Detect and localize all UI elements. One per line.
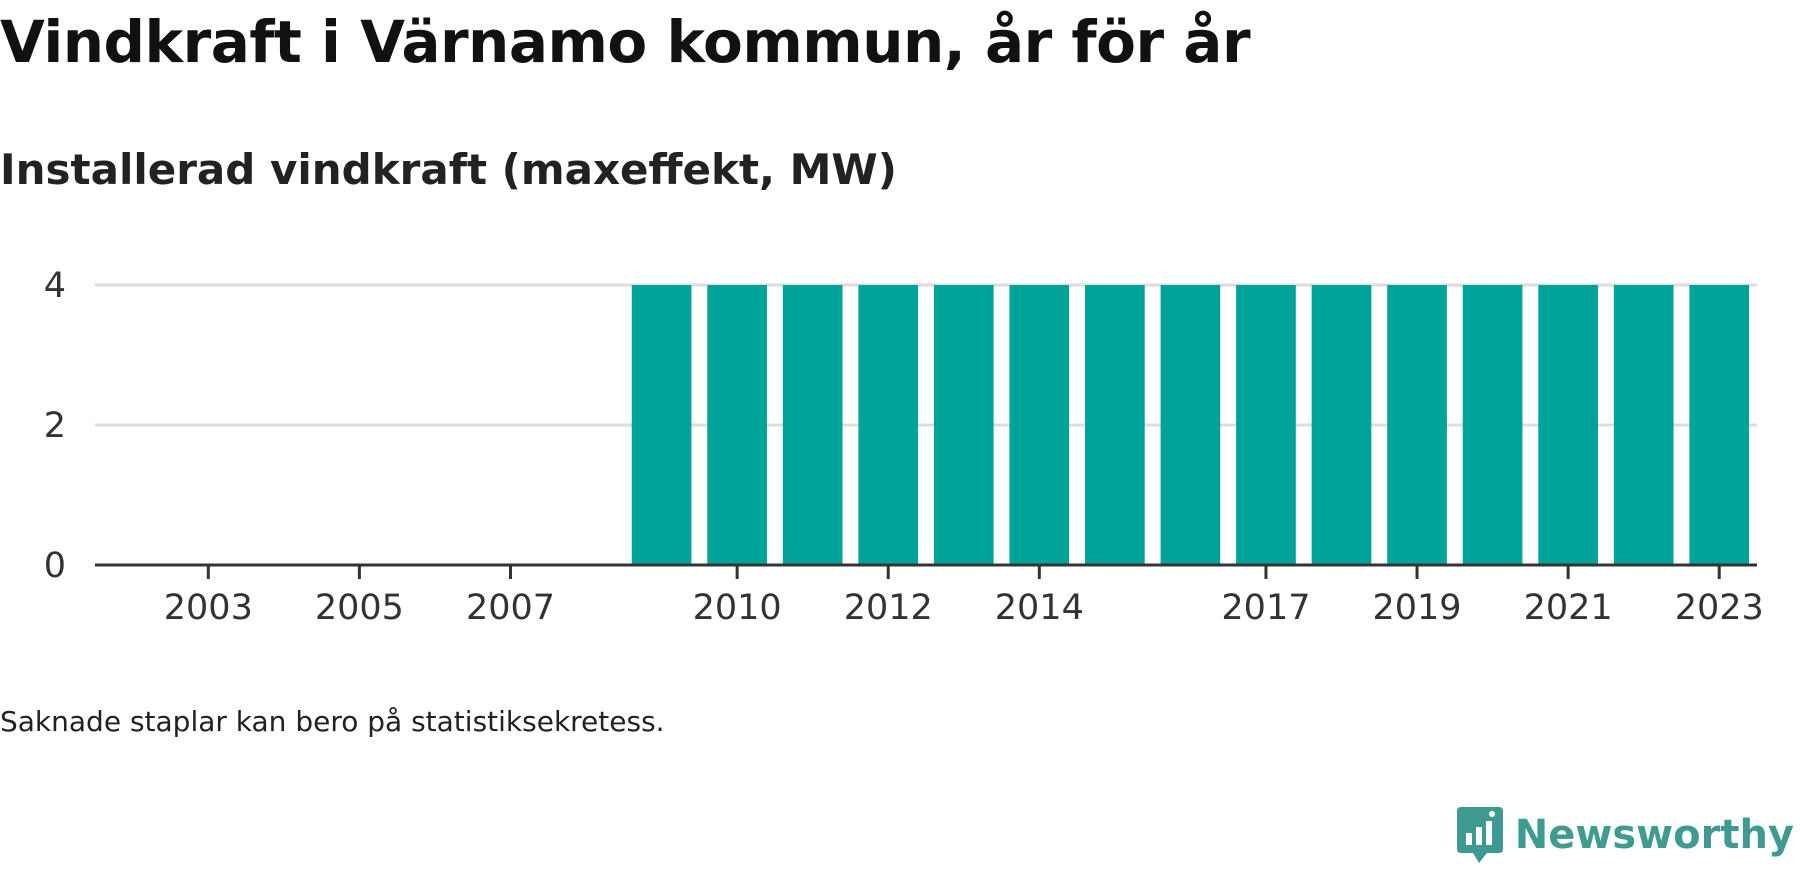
x-tick-label: 2010: [693, 588, 782, 628]
x-tick-label: 2023: [1675, 588, 1764, 628]
bar-2013: [933, 285, 994, 565]
brand-name: Newsworthy: [1514, 812, 1794, 858]
bar-2023: [1689, 285, 1750, 565]
bar-2019: [1387, 285, 1447, 565]
x-tick-label: 2007: [466, 588, 555, 628]
bar-2022: [1613, 285, 1674, 565]
y-tick-label: 4: [44, 266, 66, 306]
bars: [631, 285, 1750, 565]
bar-2021: [1538, 285, 1598, 565]
bar-2020: [1462, 285, 1523, 565]
x-tick-label: 2017: [1221, 588, 1310, 628]
x-tick-label: 2014: [995, 588, 1084, 628]
bar-2014: [1009, 285, 1070, 565]
brand-logo: Newsworthy: [1455, 805, 1794, 865]
x-tick-label: 2012: [844, 588, 933, 628]
bar-2011: [782, 285, 843, 565]
bar-2015: [1085, 285, 1145, 565]
x-tick-label: 2021: [1524, 588, 1613, 628]
bar-chart: 2003 2005 2007 2010 2012 2014 2017 2019 2021 2023…: [44, 266, 1764, 628]
bar-2009: [631, 285, 692, 565]
bar-2010: [707, 285, 767, 565]
x-axis-ticks: 2003 2005 2007 2010 2012 2014 2017 2019 2021 2023: [164, 565, 1764, 628]
bar-2017: [1236, 285, 1296, 565]
footnote: Saknade staplar kan bero på statistiksek…: [0, 705, 665, 738]
chart-title: Vindkraft i Värnamo kommun, år för år: [0, 8, 1251, 76]
x-tick-label: 2003: [164, 588, 253, 628]
x-tick-label: 2019: [1373, 588, 1462, 628]
chart-subtitle: Installerad vindkraft (maxeffekt, MW): [0, 145, 897, 194]
y-tick-label: 2: [44, 406, 66, 446]
newsworthy-logo-icon: [1456, 807, 1503, 863]
bar-2018: [1311, 285, 1372, 565]
y-axis-ticks: 0 2 4: [44, 266, 66, 586]
y-tick-label: 0: [44, 546, 66, 586]
bar-2012: [858, 285, 919, 565]
bar-2016: [1160, 285, 1221, 565]
x-tick-label: 2005: [315, 588, 404, 628]
